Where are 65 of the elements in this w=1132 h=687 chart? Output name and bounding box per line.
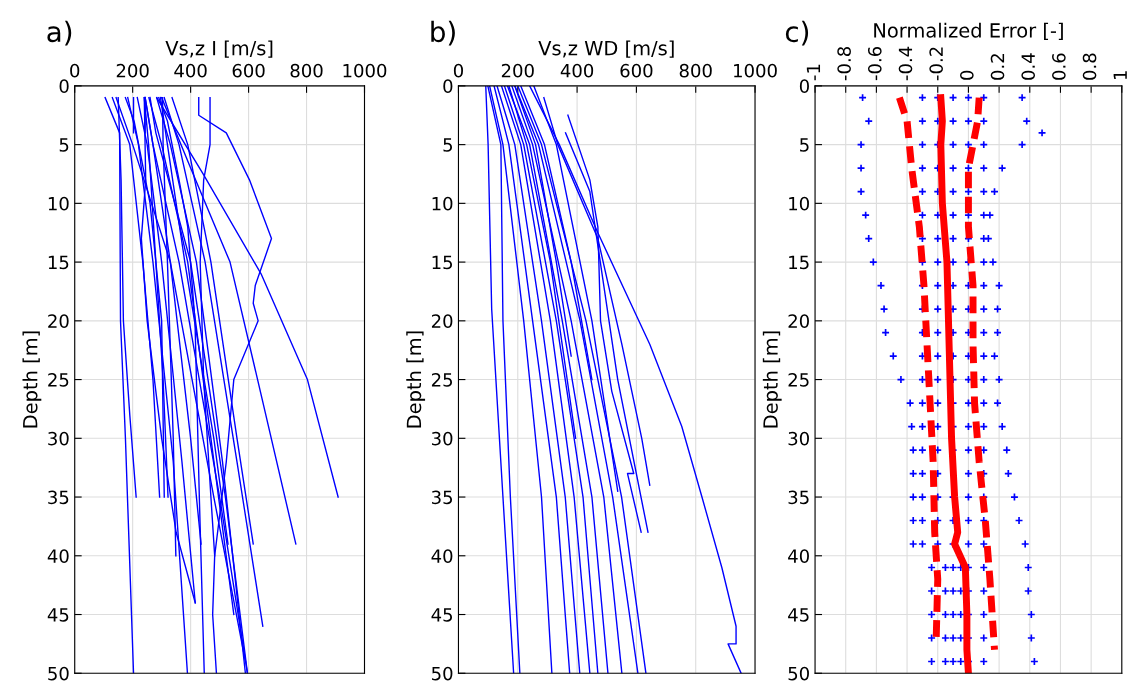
y-tick-label: 50 <box>432 666 453 681</box>
x-tick-label: 0 <box>453 63 463 78</box>
y-axis-title: Depth [m] <box>406 331 426 428</box>
x-tick-label: 0.4 <box>1021 53 1036 80</box>
x-tick-label: -0.8 <box>837 47 851 81</box>
x-axis-title: Vs,z I [m/s] <box>165 40 273 58</box>
y-axis-title: Depth [m] <box>22 331 42 428</box>
y-tick-label: 20 <box>788 314 809 328</box>
x-tick-label: 0 <box>70 63 80 78</box>
y-tick-label: 25 <box>431 373 453 387</box>
y-tick-label: 45 <box>788 608 809 622</box>
x-axis-title: Vs,z WD [m/s] <box>538 40 674 58</box>
y-axis-title: Depth [m] <box>762 331 782 428</box>
y-tick-label: 40 <box>47 549 69 563</box>
y-tick-label: 5 <box>800 138 809 152</box>
x-tick-label: 1000 <box>734 63 777 78</box>
y-tick-label: 25 <box>48 373 69 387</box>
x-tick-label: 800 <box>679 63 712 78</box>
x-tick-label: 200 <box>501 63 534 78</box>
x-tick-label: 0.8 <box>1082 53 1097 80</box>
x-tick-label: 0 <box>960 70 974 80</box>
y-tick-label: 10 <box>48 196 69 211</box>
y-tick-label: 40 <box>788 549 809 563</box>
y-tick-label: 0 <box>799 79 809 93</box>
y-tick-label: 35 <box>48 490 69 505</box>
y-tick-label: 20 <box>48 314 69 328</box>
x-tick-label: -0.4 <box>898 46 913 81</box>
x-tick-label: 200 <box>116 63 149 78</box>
x-tick-label: 600 <box>620 63 653 78</box>
y-tick-label: 30 <box>788 431 809 446</box>
y-tick-label: 25 <box>788 373 809 387</box>
chart-title: c) <box>785 20 809 46</box>
y-tick-label: 50 <box>48 666 69 681</box>
y-tick-label: 5 <box>443 138 453 152</box>
x-tick-label: 1 <box>1113 71 1127 80</box>
y-tick-label: 35 <box>432 490 453 505</box>
y-tick-label: 30 <box>48 431 69 446</box>
y-tick-label: 35 <box>788 490 809 505</box>
x-axis-title: Normalized Error [-] <box>874 22 1063 41</box>
y-tick-label: 10 <box>789 196 809 211</box>
y-tick-label: 15 <box>48 255 69 270</box>
x-tick-label: 600 <box>232 63 265 78</box>
x-tick-label: -0.6 <box>867 46 882 81</box>
y-tick-label: 5 <box>59 138 69 152</box>
x-tick-label: -0.2 <box>929 47 943 81</box>
y-tick-label: 0 <box>443 79 453 93</box>
x-tick-label: 800 <box>290 63 323 78</box>
x-tick-label: 400 <box>560 63 594 78</box>
y-tick-label: 15 <box>789 255 809 270</box>
y-tick-label: 10 <box>432 196 453 211</box>
y-tick-label: 15 <box>432 255 453 270</box>
y-tick-label: 50 <box>788 666 809 681</box>
y-tick-label: 45 <box>47 608 69 622</box>
y-tick-label: 30 <box>432 431 453 446</box>
y-tick-label: 0 <box>59 79 69 93</box>
y-tick-label: 20 <box>431 314 453 328</box>
chart-title: b) <box>431 20 455 46</box>
x-tick-label: -1 <box>806 64 821 81</box>
x-tick-label: 1000 <box>343 63 387 78</box>
chart-title: a) <box>47 20 72 46</box>
y-tick-label: 45 <box>431 608 453 622</box>
x-tick-label: 400 <box>174 63 207 78</box>
y-tick-label: 40 <box>431 549 453 563</box>
x-tick-label: 0.2 <box>990 54 1005 80</box>
x-tick-label: 0.6 <box>1052 53 1066 80</box>
